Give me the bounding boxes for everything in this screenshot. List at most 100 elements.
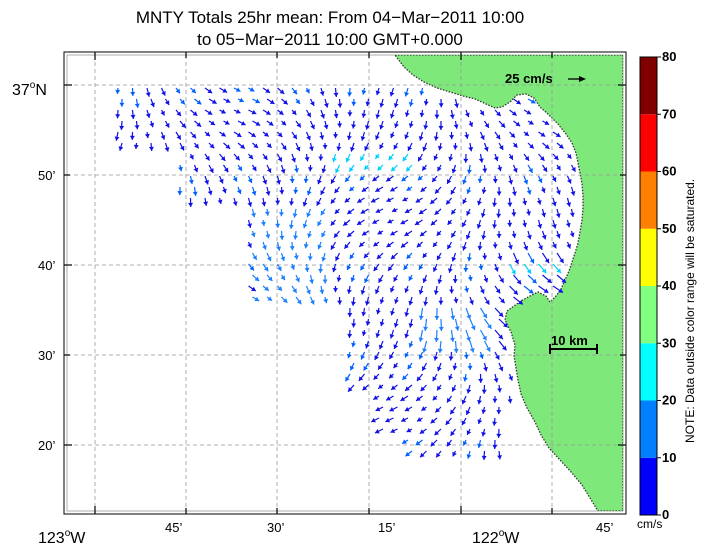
- current-vector-head: [418, 135, 424, 141]
- current-vector-head: [483, 146, 489, 152]
- axis-ticks: [64, 52, 626, 514]
- current-vector-head: [551, 201, 557, 207]
- current-vector-head: [292, 288, 297, 293]
- current-vector-head: [404, 288, 410, 293]
- current-vector-head: [449, 135, 455, 140]
- current-vector-head: [365, 321, 371, 326]
- current-vector-head: [465, 410, 471, 415]
- current-vector-head: [496, 410, 502, 415]
- current-vector-head: [164, 100, 170, 105]
- current-vector-head: [316, 200, 321, 206]
- current-vector-head: [118, 146, 124, 151]
- current-vector-head: [402, 196, 408, 202]
- current-vector-head: [477, 443, 483, 448]
- current-vector-head: [507, 244, 513, 250]
- current-vector-head: [404, 231, 410, 236]
- current-vector-head: [416, 376, 422, 382]
- current-vector-head: [483, 366, 488, 372]
- current-vector-head: [430, 441, 436, 447]
- current-vector-head: [358, 376, 364, 381]
- current-vector-head: [345, 376, 350, 382]
- current-vector-head: [251, 212, 256, 218]
- current-vector-head: [404, 91, 410, 97]
- current-vector-head: [422, 278, 428, 283]
- current-vector-head: [266, 143, 272, 148]
- current-vector-head: [264, 211, 270, 216]
- lon-label-123w: 123oW: [38, 528, 86, 547]
- current-vector-head: [493, 378, 499, 383]
- current-vector-head: [389, 373, 394, 379]
- current-vector-head: [518, 299, 523, 305]
- colorbar-tick-label: 20: [662, 393, 676, 408]
- current-vector-head: [393, 323, 399, 328]
- current-vector-head: [484, 123, 489, 128]
- current-vector-head: [544, 258, 550, 264]
- current-vector-head: [175, 88, 181, 94]
- current-vector-head: [268, 121, 274, 126]
- current-vector-head: [401, 176, 407, 182]
- current-vector-head: [309, 279, 315, 284]
- current-vector-head: [247, 202, 253, 207]
- current-vector-head: [265, 88, 271, 93]
- current-vector-head: [436, 255, 442, 261]
- current-vector-head: [262, 245, 267, 250]
- current-vector-head: [145, 92, 151, 97]
- lon-label-45: 45’: [165, 520, 182, 535]
- current-vector-head: [254, 276, 260, 282]
- current-vector-head: [160, 134, 166, 140]
- current-vector-head: [406, 254, 412, 259]
- current-vector-head: [402, 156, 408, 162]
- current-vector-head: [289, 201, 295, 206]
- current-vector-head: [304, 157, 310, 162]
- current-vector-head: [500, 122, 506, 128]
- current-vector-head: [379, 321, 385, 327]
- current-vector-head: [492, 398, 498, 403]
- current-vector-head: [347, 333, 353, 338]
- current-vector-head: [306, 135, 311, 141]
- current-vector-head: [282, 298, 288, 303]
- current-vector-head: [452, 451, 457, 457]
- current-vector-head: [434, 210, 440, 215]
- current-vector-head: [481, 389, 487, 394]
- current-vector-head: [379, 102, 385, 108]
- current-vector-head: [448, 375, 453, 381]
- current-vector-head: [511, 212, 517, 217]
- current-vector-head: [334, 188, 340, 194]
- current-vector-head: [134, 103, 140, 108]
- current-vector-head: [180, 99, 185, 105]
- current-vector-head: [420, 231, 425, 237]
- colorbar-tick-label: 40: [662, 278, 676, 293]
- current-vector-head: [387, 218, 393, 224]
- current-vector-head: [364, 300, 370, 306]
- map-title-line1: MNTY Totals 25hr mean: From 04−Mar−2011 …: [135, 8, 525, 27]
- current-vector-head: [375, 429, 380, 434]
- current-vector-head: [408, 342, 414, 348]
- current-vector-head: [269, 99, 275, 104]
- current-vector-head: [278, 212, 284, 217]
- current-vector-head: [347, 312, 353, 317]
- current-vector-head: [321, 168, 327, 174]
- current-vector-head: [349, 186, 355, 192]
- current-vector-head: [377, 165, 383, 171]
- current-vector-head: [437, 366, 442, 372]
- current-vector-head: [566, 178, 572, 184]
- current-vector-head: [319, 91, 325, 96]
- current-vector-head: [556, 268, 561, 273]
- current-vector-head: [515, 121, 521, 127]
- current-vector-head: [389, 354, 394, 360]
- current-vector-head: [453, 348, 459, 353]
- current-vector-head: [479, 110, 484, 116]
- current-vector-head: [292, 213, 298, 218]
- current-vector-head: [365, 101, 371, 107]
- current-vector-head: [496, 213, 502, 218]
- current-vector-head: [477, 200, 482, 206]
- lat-label-40: 40’: [38, 258, 55, 273]
- current-vector-head: [255, 121, 261, 126]
- current-vector-head: [432, 267, 438, 272]
- current-vector-head: [347, 209, 352, 214]
- current-vector-head: [304, 267, 310, 272]
- current-vector-head: [451, 209, 456, 215]
- current-vector-head: [346, 289, 352, 294]
- current-vector-head: [408, 102, 414, 107]
- current-vector-head: [393, 344, 399, 349]
